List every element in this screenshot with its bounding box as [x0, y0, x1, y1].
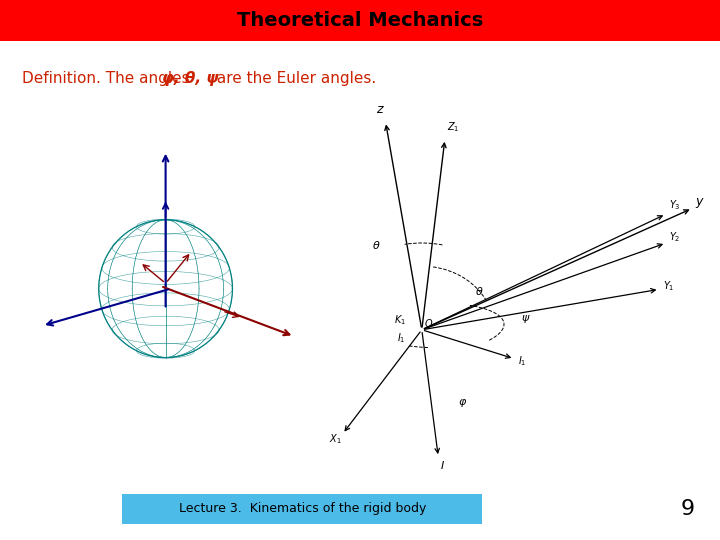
- Text: Theoretical Mechanics: Theoretical Mechanics: [237, 11, 483, 30]
- Text: are the Euler angles.: are the Euler angles.: [212, 71, 377, 86]
- Text: $X_1$: $X_1$: [330, 433, 342, 447]
- Text: φ, θ, ψ: φ, θ, ψ: [162, 71, 218, 86]
- Text: $Z_1$: $Z_1$: [447, 120, 459, 134]
- Text: y: y: [696, 195, 703, 208]
- Text: $\psi$: $\psi$: [521, 313, 531, 325]
- Text: $O$: $O$: [425, 318, 433, 329]
- Text: $I$: $I$: [441, 458, 445, 471]
- Text: Definition. The angles: Definition. The angles: [22, 71, 194, 86]
- Text: 9: 9: [680, 499, 695, 519]
- Text: $\theta$: $\theta$: [372, 239, 381, 251]
- Text: $I_1$: $I_1$: [397, 332, 405, 345]
- Bar: [0, 0, 720, 40]
- Text: $Y_3$: $Y_3$: [670, 198, 681, 212]
- Bar: [122, 494, 482, 524]
- Text: $K_1$: $K_1$: [394, 313, 406, 327]
- Text: $I_1$: $I_1$: [518, 354, 526, 368]
- Text: $Y_1$: $Y_1$: [662, 279, 674, 293]
- Text: Lecture 3.  Kinematics of the rigid body: Lecture 3. Kinematics of the rigid body: [179, 502, 426, 516]
- Text: z: z: [376, 103, 382, 116]
- Text: $Y_2$: $Y_2$: [670, 230, 681, 244]
- Text: $\theta$: $\theta$: [474, 285, 483, 297]
- Text: $\varphi$: $\varphi$: [458, 397, 467, 409]
